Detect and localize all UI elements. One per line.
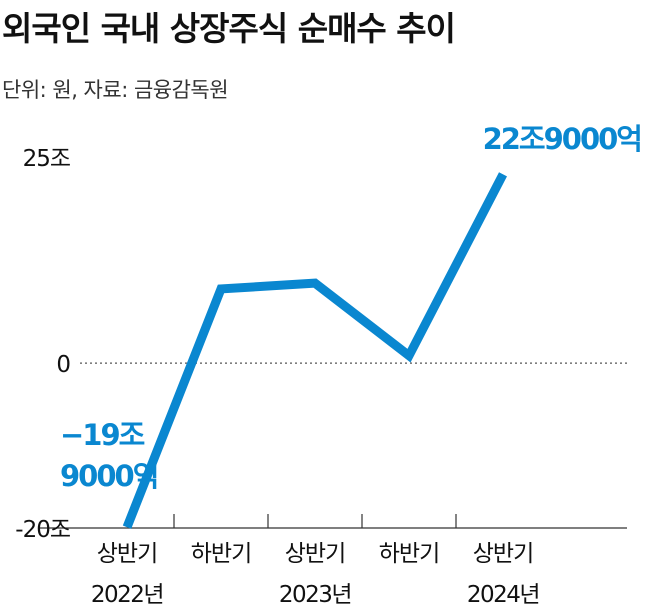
- x-tick-label: 하반기: [379, 541, 439, 567]
- y-tick-label: 0: [56, 352, 70, 378]
- x-tick-label: 상반기: [473, 541, 533, 567]
- data-label-first: −19조: [60, 418, 145, 452]
- chart-subtitle: 단위: 원, 자료: 금융감독원: [2, 78, 229, 102]
- y-tick-label: -20조: [15, 517, 70, 543]
- chart-title: 외국인 국내 상장주식 순매수 추이: [2, 9, 456, 48]
- x-tick-year-label: 2024년: [467, 582, 539, 608]
- x-tick-year-label: 2022년: [91, 582, 163, 608]
- data-label-first: 9000억: [60, 459, 157, 493]
- x-tick-label: 하반기: [191, 541, 251, 567]
- x-tick-label: 상반기: [97, 541, 157, 567]
- data-label-last: 22조9000억: [483, 122, 641, 156]
- x-tick-year-label: 2023년: [279, 582, 351, 608]
- series-line: [122, 172, 507, 529]
- x-tick-label: 상반기: [285, 541, 345, 567]
- y-tick-label: 25조: [23, 146, 70, 172]
